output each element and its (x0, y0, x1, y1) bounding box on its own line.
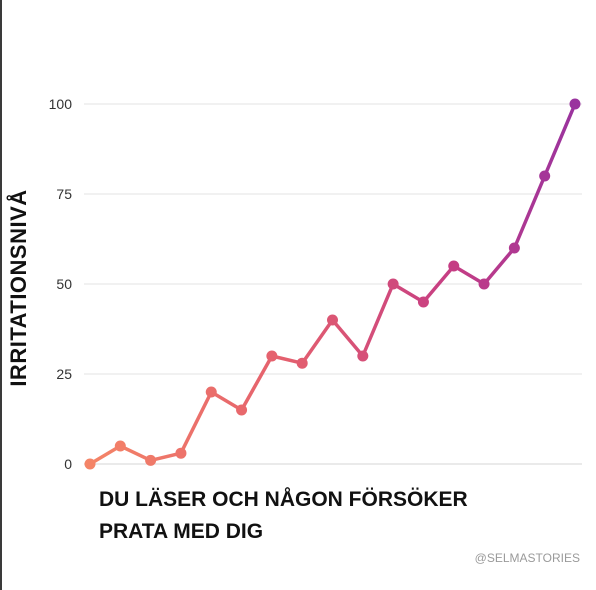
data-point-5 (205, 386, 217, 398)
data-point-11 (387, 278, 399, 290)
data-point-10 (357, 350, 369, 362)
data-point-12 (417, 296, 429, 308)
data-point-8 (296, 357, 308, 369)
data-point-3 (145, 454, 157, 466)
data-point-6 (236, 404, 248, 416)
left-border (0, 0, 2, 590)
credit-watermark: @SELMASTORIES (474, 551, 580, 565)
data-point-17 (569, 98, 581, 110)
data-point-9 (327, 314, 338, 326)
x-axis-label-line-2: PRATA MED DIG (99, 520, 264, 543)
y-tick-label-50: 50 (56, 276, 72, 292)
y-tick-label-100: 100 (49, 96, 73, 112)
y-tick-label-0: 0 (64, 456, 72, 472)
gridlines (84, 103, 582, 465)
data-points (84, 98, 581, 470)
y-tick-label-25: 25 (56, 366, 72, 382)
data-point-1 (84, 458, 96, 470)
data-point-2 (114, 440, 126, 452)
data-point-7 (266, 350, 278, 362)
x-axis-label-line-1: DU LÄSER OCH NÅGON FÖRSÖKER (99, 488, 468, 511)
data-point-4 (175, 447, 187, 459)
data-point-14 (478, 278, 490, 290)
data-point-15 (508, 242, 520, 254)
y-tick-labels: 0 25 50 75 100 (49, 96, 73, 472)
data-point-16 (539, 170, 551, 182)
y-axis-label: IRRITATIONSNIVÅ (6, 189, 31, 387)
y-tick-label-75: 75 (56, 186, 72, 202)
x-axis-label: DU LÄSER OCH NÅGON FÖRSÖKER PRATA MED DI… (99, 484, 468, 548)
data-point-13 (448, 260, 460, 272)
